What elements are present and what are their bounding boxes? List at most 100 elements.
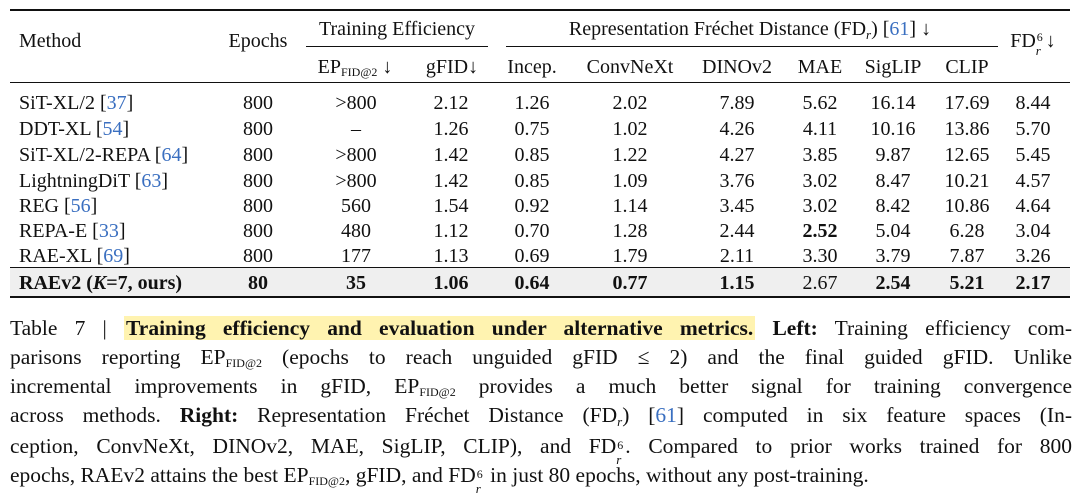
- row-2-mae: 3.85: [802, 144, 838, 166]
- row-6-clip: 7.87: [949, 245, 985, 267]
- final-row-incep: 0.64: [514, 272, 550, 294]
- row-3-gfid: 1.42: [433, 170, 469, 192]
- row-5-dinov2: 2.44: [719, 220, 755, 242]
- final-row-ep: 35: [346, 272, 366, 294]
- row-0-mae: 5.62: [802, 92, 838, 114]
- row-3-incep: 0.85: [514, 170, 550, 192]
- row-6-epochs: 800: [243, 245, 273, 267]
- final-row-gfid: 1.06: [433, 272, 469, 294]
- row-2-fd6: 5.45: [1015, 144, 1051, 166]
- row-4-clip: 10.86: [944, 195, 990, 217]
- bottom-rule: [10, 296, 1070, 298]
- table-figure: { "table": { "col_method": "Method", "co…: [10, 9, 1073, 496]
- row-6-convnext: 1.79: [612, 245, 648, 267]
- header-rule: [10, 82, 1070, 83]
- row-5-incep: 0.70: [514, 220, 550, 242]
- caption-highlight: Training efficiency and evaluation under…: [124, 316, 756, 340]
- row-5-convnext: 1.28: [612, 220, 648, 242]
- row-0-siglip: 16.14: [870, 92, 916, 114]
- row-4-dinov2: 3.45: [719, 195, 755, 217]
- row-6-fd6: 3.26: [1015, 245, 1051, 267]
- row-1-epochs: 800: [243, 118, 273, 140]
- row-1-method: DDT-XL [54]: [19, 118, 130, 140]
- row-4-epochs: 800: [243, 195, 273, 217]
- row-2-incep: 0.85: [514, 144, 550, 166]
- row-5-epochs: 800: [243, 220, 273, 242]
- row-6-dinov2: 2.11: [719, 245, 755, 267]
- final-row-epochs: 80: [248, 272, 268, 294]
- row-5-siglip: 5.04: [875, 220, 911, 242]
- row-2-method: SiT-XL/2-REPA [64]: [19, 144, 189, 166]
- row-0-fd6: 8.44: [1015, 92, 1051, 114]
- final-row-fd6: 2.17: [1015, 272, 1051, 294]
- top-rule: [10, 9, 1070, 11]
- col-header-mae: MAE: [797, 56, 843, 78]
- col-header-gfid: gFID↓: [425, 56, 479, 78]
- row-3-convnext: 1.09: [612, 170, 648, 192]
- row-3-dinov2: 3.76: [719, 170, 755, 192]
- row-0-clip: 17.69: [944, 92, 990, 114]
- col-header-incep: Incep.: [507, 56, 557, 78]
- row-2-clip: 12.65: [944, 144, 990, 166]
- caption-line-4: across methods. Right: Representation Fr…: [10, 403, 1072, 429]
- row-5-method: REPA-E [33]: [19, 220, 126, 242]
- row-0-epochs: 800: [243, 92, 273, 114]
- row-2-dinov2: 4.27: [719, 144, 755, 166]
- row-4-mae: 3.02: [802, 195, 838, 217]
- col-header-convnext: ConvNeXt: [586, 56, 674, 78]
- group-header-training: Training Efficiency: [318, 18, 476, 40]
- row-5-clip: 6.28: [949, 220, 985, 242]
- group-rule-representation: [506, 46, 998, 47]
- group-rule-training: [306, 46, 488, 47]
- caption-line-2: parisons reporting EPFID@2 (epochs to re…: [10, 345, 1073, 370]
- row-6-siglip: 3.79: [875, 245, 911, 267]
- row-5-mae: 2.52: [802, 220, 838, 242]
- col-header-clip: CLIP: [945, 56, 989, 78]
- row-2-gfid: 1.42: [433, 144, 469, 166]
- final-row-clip: 5.21: [949, 272, 985, 294]
- row-2-epochs: 800: [243, 144, 273, 166]
- row-6-ep: 177: [341, 245, 371, 267]
- row-1-clip: 13.86: [944, 118, 990, 140]
- row-1-dinov2: 4.26: [719, 118, 755, 140]
- row-6-incep: 0.69: [514, 245, 550, 267]
- col-header-siglip: SigLIP: [864, 56, 922, 78]
- row-0-convnext: 2.02: [612, 92, 648, 114]
- caption-line-6: epochs, RAEv2 attains the best EPFID@2, …: [10, 463, 869, 496]
- col-header-epochs: Epochs: [228, 30, 288, 52]
- row-5-ep: 480: [341, 220, 371, 242]
- final-row-method: RAEv2 (K=7, ours): [19, 272, 183, 294]
- row-5-gfid: 1.12: [433, 220, 469, 242]
- row-3-ep: >800: [335, 170, 377, 192]
- row-4-incep: 0.92: [514, 195, 550, 217]
- col-header-ep: EPFID@2 ↓: [317, 56, 393, 79]
- row-1-siglip: 10.16: [870, 118, 916, 140]
- group-header-representation: Representation Fréchet Distance (FDr) [6…: [568, 18, 932, 42]
- final-row-convnext: 0.77: [612, 272, 648, 294]
- col-header-fd6: FD 6 r ↓: [1010, 30, 1056, 58]
- row-6-mae: 3.30: [802, 245, 838, 267]
- row-4-siglip: 8.42: [875, 195, 911, 217]
- caption-line-5: ception, ConvNeXt, DINOv2, MAE, SigLIP, …: [10, 434, 1072, 467]
- row-2-siglip: 9.87: [875, 144, 911, 166]
- row-6-gfid: 1.13: [433, 245, 469, 267]
- col-header-method: Method: [19, 30, 82, 52]
- row-3-fd6: 4.57: [1015, 170, 1051, 192]
- row-3-method: LightningDiT [63]: [19, 170, 169, 192]
- final-row-dinov2: 1.15: [719, 272, 755, 294]
- row-1-gfid: 1.26: [433, 118, 469, 140]
- row-0-method: SiT-XL/2 [37]: [19, 92, 134, 114]
- caption-line-1: Table 7 | Training efficiency and evalua…: [10, 316, 1072, 340]
- row-3-siglip: 8.47: [875, 170, 911, 192]
- final-row-siglip: 2.54: [875, 272, 911, 294]
- row-1-mae: 4.11: [802, 118, 838, 140]
- row-4-method: REG [56]: [19, 195, 98, 217]
- caption-line-3: incremental improvements in gFID, EPFID@…: [10, 374, 1073, 399]
- row-1-incep: 0.75: [514, 118, 550, 140]
- row-1-fd6: 5.70: [1015, 118, 1051, 140]
- row-0-incep: 1.26: [514, 92, 550, 114]
- row-3-mae: 3.02: [802, 170, 838, 192]
- final-row-highlight: [10, 268, 1070, 296]
- row-0-dinov2: 7.89: [719, 92, 755, 114]
- final-row-mae: 2.67: [802, 272, 838, 294]
